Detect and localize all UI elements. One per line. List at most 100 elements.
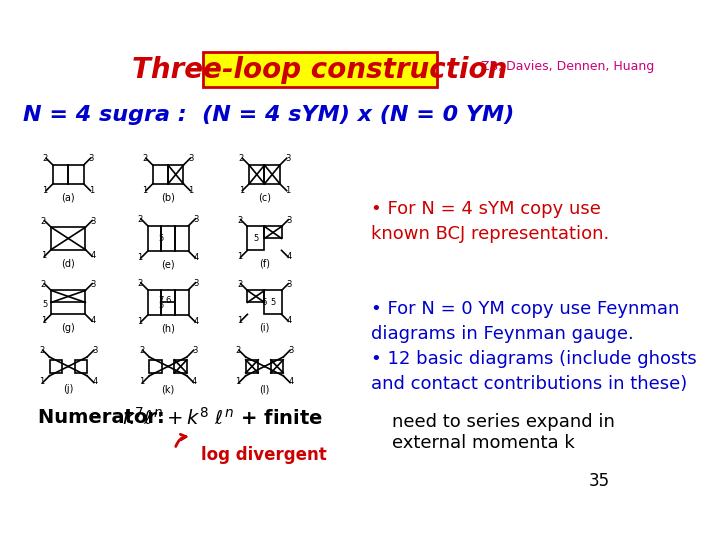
Text: 3: 3: [194, 279, 199, 288]
Text: (i): (i): [259, 323, 270, 333]
Text: 35: 35: [589, 472, 610, 490]
Bar: [249, 165, 264, 184]
Text: 6: 6: [262, 298, 267, 307]
Bar: [153, 165, 168, 184]
Text: log divergent: log divergent: [200, 446, 326, 464]
Bar: [248, 226, 264, 251]
Text: (l): (l): [259, 384, 270, 394]
Text: 3: 3: [89, 154, 94, 164]
Text: 6: 6: [166, 296, 171, 305]
Text: • For N = 4 sYM copy use
known BCJ representation.: • For N = 4 sYM copy use known BCJ repre…: [371, 200, 609, 243]
Text: (b): (b): [161, 192, 175, 202]
Text: 1: 1: [89, 186, 94, 194]
Text: 3: 3: [91, 280, 96, 289]
Text: 1: 1: [41, 316, 46, 325]
Bar: [168, 165, 184, 184]
Text: 3: 3: [91, 217, 96, 226]
FancyBboxPatch shape: [203, 52, 437, 87]
Text: 5: 5: [42, 300, 48, 309]
Bar: [53, 165, 68, 184]
Bar: [161, 289, 175, 315]
Text: 1: 1: [235, 377, 240, 387]
Text: 1: 1: [42, 186, 48, 194]
Text: 1: 1: [139, 377, 144, 387]
Text: 2: 2: [143, 154, 148, 164]
Bar: [161, 226, 175, 251]
Bar: [264, 165, 280, 184]
Text: 2: 2: [139, 346, 144, 355]
Text: 1: 1: [237, 316, 243, 325]
Bar: [51, 291, 86, 314]
Text: 3: 3: [92, 346, 97, 355]
Bar: [175, 226, 189, 251]
Text: 5: 5: [253, 234, 258, 243]
Text: Three-loop construction: Three-loop construction: [132, 56, 508, 84]
Text: 2: 2: [237, 216, 243, 225]
Text: 1: 1: [138, 317, 143, 326]
Text: (d): (d): [61, 258, 75, 268]
Text: 2: 2: [39, 346, 45, 355]
Text: 4: 4: [92, 377, 97, 387]
Bar: [51, 227, 86, 249]
Text: 2: 2: [41, 217, 46, 226]
Text: 3: 3: [287, 280, 292, 289]
Text: 3: 3: [287, 216, 292, 225]
Bar: [75, 360, 87, 373]
Text: (g): (g): [61, 323, 75, 333]
Bar: [264, 291, 282, 314]
Text: 3: 3: [194, 215, 199, 224]
Text: 2: 2: [138, 215, 143, 224]
Text: ZB, Davies, Dennen, Huang: ZB, Davies, Dennen, Huang: [481, 60, 654, 73]
Text: 1: 1: [143, 186, 148, 194]
Text: 5: 5: [158, 234, 164, 243]
Text: 1: 1: [237, 252, 243, 261]
Text: (c): (c): [258, 192, 271, 202]
Text: 1: 1: [189, 186, 194, 194]
Text: 1: 1: [39, 377, 45, 387]
Text: 3: 3: [285, 154, 290, 164]
Text: 1: 1: [138, 253, 143, 262]
Text: 4: 4: [91, 251, 96, 260]
Text: 7: 7: [158, 296, 164, 305]
Text: 2: 2: [239, 154, 244, 164]
Bar: [248, 291, 264, 302]
Text: (e): (e): [161, 260, 175, 270]
Text: 3: 3: [289, 346, 294, 355]
Bar: [264, 226, 282, 239]
Text: 1: 1: [41, 251, 46, 260]
Text: 4: 4: [194, 317, 199, 326]
Bar: [50, 360, 62, 373]
Text: 1: 1: [239, 186, 244, 194]
Text: Numerator:: Numerator:: [38, 408, 172, 427]
Text: 5: 5: [271, 298, 276, 307]
Text: 4: 4: [192, 377, 197, 387]
Text: 2: 2: [138, 279, 143, 288]
Text: 3: 3: [189, 154, 194, 164]
Text: (k): (k): [161, 384, 175, 394]
Text: • For N = 0 YM copy use Feynman
diagrams in Feynman gauge.
• 12 basic diagrams (: • For N = 0 YM copy use Feynman diagrams…: [371, 300, 697, 393]
Text: (a): (a): [61, 192, 75, 202]
Text: 5: 5: [158, 301, 164, 310]
Text: 2: 2: [41, 280, 46, 289]
Text: 4: 4: [289, 377, 294, 387]
Text: 3: 3: [192, 346, 197, 355]
Text: 4: 4: [287, 316, 292, 325]
Text: 1: 1: [285, 186, 290, 194]
Bar: [246, 360, 258, 373]
Text: $k^7\ell^n + k^8\ \ell^n$ + finite: $k^7\ell^n + k^8\ \ell^n$ + finite: [122, 407, 323, 429]
Bar: [148, 226, 161, 251]
Text: 4: 4: [287, 252, 292, 261]
Text: (j): (j): [63, 384, 73, 394]
Bar: [174, 360, 187, 373]
Text: 2: 2: [42, 154, 48, 164]
Bar: [271, 360, 283, 373]
Bar: [149, 360, 162, 373]
Bar: [148, 289, 161, 315]
Text: (h): (h): [161, 324, 175, 334]
Text: 4: 4: [91, 316, 96, 325]
Text: 4: 4: [194, 253, 199, 262]
Bar: [175, 289, 189, 315]
Text: (f): (f): [259, 259, 270, 269]
Bar: [68, 165, 84, 184]
Text: 2: 2: [237, 280, 243, 289]
